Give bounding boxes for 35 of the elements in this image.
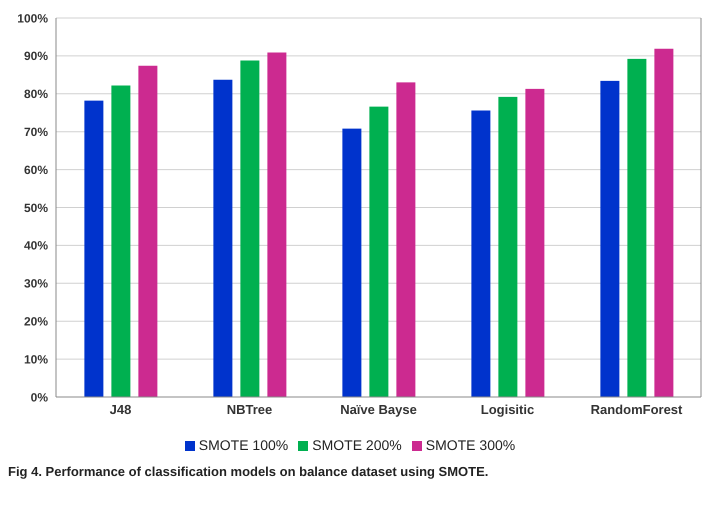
x-tick-label: NBTree (226, 402, 272, 418)
legend-label: SMOTE 100% (198, 437, 288, 453)
bar (498, 96, 518, 397)
y-tick-label: 50% (24, 200, 48, 215)
x-tick-label: RandomForest (590, 402, 684, 418)
caption: Fig 4. Performance of classification models on balance dataset using SMOTE. (8, 464, 490, 479)
x-tick-label: Naïve Bayse (340, 402, 417, 418)
x-tick-label: J48 (110, 402, 132, 418)
bar (240, 60, 260, 397)
y-tick-label: 60% (24, 162, 48, 177)
y-tick-label: 80% (24, 87, 48, 102)
bar (525, 88, 544, 397)
bar (627, 58, 646, 397)
bar (471, 110, 490, 397)
y-tick-label: 70% (24, 124, 48, 139)
bar (267, 52, 286, 397)
bar (138, 66, 158, 397)
y-tick-label: 0% (30, 390, 48, 404)
legend-label: SMOTE 200% (312, 437, 402, 453)
bar (84, 100, 104, 397)
bar (396, 82, 416, 397)
y-tick-label: 10% (24, 352, 48, 366)
bar (342, 128, 362, 397)
y-tick-label: 40% (24, 238, 48, 253)
bar (213, 80, 232, 397)
x-tick-label: Logisitic (480, 402, 534, 418)
y-tick-label: 20% (24, 314, 48, 328)
legend-label: SMOTE 300% (426, 437, 516, 453)
bar (654, 48, 674, 397)
y-tick-label: 100% (17, 11, 48, 26)
y-tick-label: 90% (24, 49, 48, 64)
bar (369, 106, 388, 397)
bar (600, 80, 620, 397)
y-tick-label: 30% (24, 276, 48, 291)
bar (111, 85, 130, 397)
